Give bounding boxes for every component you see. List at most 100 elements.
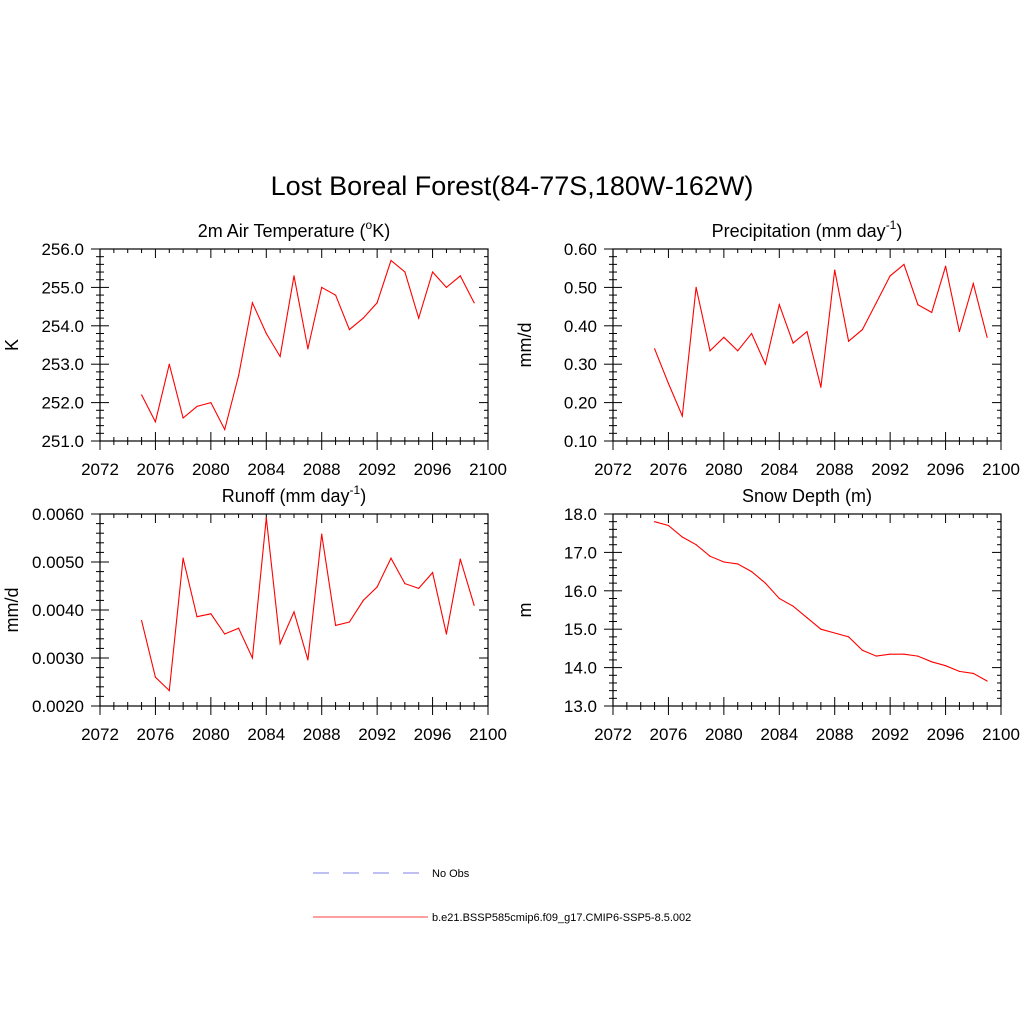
series-point <box>847 340 850 342</box>
series-point <box>140 619 143 622</box>
series-point <box>709 350 711 352</box>
series-point <box>667 524 670 527</box>
series-point <box>459 558 461 560</box>
series-point <box>445 286 448 288</box>
y-tick-label: 252.0 <box>41 394 84 413</box>
series-point <box>224 428 226 431</box>
series-point <box>695 286 697 288</box>
series-point <box>265 517 267 519</box>
series-point <box>418 587 420 590</box>
series-line <box>654 263 988 419</box>
series-point <box>750 332 753 335</box>
series-point <box>889 275 891 277</box>
series-point <box>237 375 240 377</box>
series-point <box>307 659 309 661</box>
y-tick-label: 0.30 <box>564 355 597 374</box>
series-point <box>667 382 670 384</box>
y-tick-label: 253.0 <box>41 355 84 374</box>
y-tick-label: 14.0 <box>564 659 597 678</box>
x-tick-label: 2100 <box>469 460 507 479</box>
series-point <box>750 571 753 573</box>
y-tick-label: 254.0 <box>41 317 84 336</box>
y-tick-label: 0.0060 <box>32 505 84 524</box>
series-point <box>362 317 364 319</box>
x-tick-label: 2076 <box>650 460 688 479</box>
y-axis-label: mm/d <box>515 323 535 368</box>
panel-title: Precipitation (mm day-1) <box>712 218 903 241</box>
plot-frame <box>99 513 489 707</box>
chart-panel-temperature: 2m Air Temperature (oK) K 2072 2076 2080 2084… <box>2 218 507 479</box>
series-point <box>778 304 780 306</box>
series-point <box>154 676 157 678</box>
series-point <box>293 611 295 613</box>
series-point <box>293 275 295 277</box>
series-point <box>653 521 656 523</box>
y-tick-label: 251.0 <box>41 432 84 451</box>
series-point <box>834 269 836 271</box>
x-tick-label: 2100 <box>982 725 1020 744</box>
x-tick-label: 2096 <box>927 725 965 744</box>
x-tick-label: 2072 <box>594 460 632 479</box>
series-point <box>820 386 822 388</box>
series-point <box>806 330 808 333</box>
series-point <box>958 670 961 673</box>
series-point <box>681 415 683 417</box>
series-point <box>168 690 170 692</box>
y-tick-label: 256.0 <box>41 240 84 259</box>
series-point <box>972 282 974 285</box>
x-tick-label: 2076 <box>650 725 688 744</box>
series-point <box>459 275 461 277</box>
series-point <box>723 561 725 563</box>
series-point <box>196 405 198 408</box>
series-point <box>210 613 212 615</box>
x-tick-label: 2096 <box>414 725 452 744</box>
series-point <box>473 604 475 606</box>
series-point <box>972 672 974 674</box>
series-point <box>931 311 933 313</box>
series-point <box>806 617 808 619</box>
series-point <box>931 661 933 663</box>
series-point <box>820 628 822 630</box>
y-tick-label: 17.0 <box>564 543 597 562</box>
series-point <box>376 586 378 588</box>
x-tick-label: 2084 <box>247 460 285 479</box>
legend-label-model: b.e21.BSSP585cmip6.f09_g17.CMIP6-SSP5-8.… <box>432 912 691 924</box>
series-point <box>944 265 947 267</box>
series-point <box>473 302 475 304</box>
series-point <box>861 649 864 651</box>
x-tick-label: 2084 <box>247 725 285 744</box>
x-tick-label: 2072 <box>81 460 119 479</box>
x-tick-label: 2080 <box>705 460 743 479</box>
series-point <box>265 332 267 335</box>
chart-panel-precipitation: Precipitation (mm day-1) mm/d 2072 2076 2080… <box>515 218 1020 479</box>
series-point <box>390 557 392 559</box>
series-line <box>141 259 475 432</box>
series-point <box>210 402 212 404</box>
series-point <box>321 286 323 288</box>
y-tick-label: 0.20 <box>564 394 597 413</box>
series-point <box>986 680 988 682</box>
x-tick-label: 2100 <box>982 460 1020 479</box>
series-line <box>654 521 988 682</box>
series-point <box>681 536 683 538</box>
series-point <box>903 653 905 655</box>
series-point <box>418 317 420 319</box>
y-tick-label: 0.0030 <box>32 649 84 668</box>
series-point <box>279 355 281 358</box>
series-point <box>445 633 448 635</box>
figure-title: Lost Boreal Forest(84-77S,180W-162W) <box>271 171 754 201</box>
series-point <box>348 621 351 623</box>
x-tick-label: 2080 <box>192 460 230 479</box>
x-tick-label: 2072 <box>594 725 632 744</box>
series-point <box>321 533 323 535</box>
x-tick-label: 2080 <box>705 725 743 744</box>
legend: No Obs b.e21.BSSP585cmip6.f09_g17.CMIP6-… <box>313 868 691 924</box>
y-tick-label: 18.0 <box>564 505 597 524</box>
x-tick-label: 2088 <box>303 460 341 479</box>
series-point <box>764 582 767 584</box>
series-point <box>431 571 434 574</box>
series-point <box>390 259 392 262</box>
x-tick-label: 2088 <box>816 460 854 479</box>
series-point <box>224 633 226 635</box>
y-tick-label: 0.60 <box>564 240 597 259</box>
